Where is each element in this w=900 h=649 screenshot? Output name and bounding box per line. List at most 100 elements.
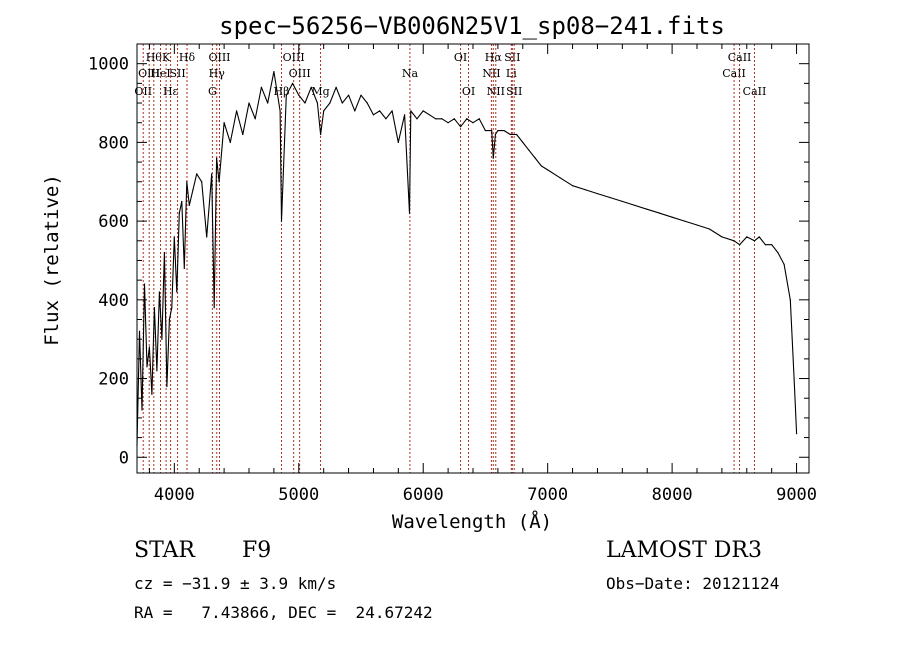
data-point-0-34 xyxy=(248,102,250,104)
data-point-0-91 xyxy=(596,192,599,195)
data-point-0-85 xyxy=(534,157,536,159)
data-point-0-20 xyxy=(186,181,188,183)
data-point-0-48 xyxy=(323,110,325,112)
line-label-5: Hε xyxy=(163,85,179,98)
data-point-0-44 xyxy=(304,102,306,104)
line-label-26: CaII xyxy=(743,85,767,98)
data-point-0-53 xyxy=(354,110,356,112)
line-label-13: OIII xyxy=(289,67,311,80)
data-point-0-81 xyxy=(509,133,511,136)
data-point-0-27 xyxy=(213,307,215,309)
line-label-9: Hγ xyxy=(209,67,226,80)
line-label-7: Hδ xyxy=(179,51,196,64)
data-point-0-103 xyxy=(738,244,741,246)
data-point-0-17 xyxy=(178,212,180,214)
data-point-0-109 xyxy=(777,251,779,254)
chart-title: spec−56256−VB006N25V1_sp08−241.fits xyxy=(219,12,725,40)
data-point-0-4 xyxy=(146,366,148,368)
data-point-0-39 xyxy=(279,110,281,112)
y-axis-label: Flux (relative) xyxy=(41,174,63,346)
data-point-0-24 xyxy=(201,181,203,183)
data-point-0-12 xyxy=(166,385,168,388)
x-tick-label-1: 5000 xyxy=(278,485,319,505)
line-label-1: OIII xyxy=(138,67,160,80)
data-point-0-100 xyxy=(708,228,711,230)
data-point-0-105 xyxy=(753,240,756,242)
data-point-0-113 xyxy=(795,433,798,435)
data-point-0-19 xyxy=(183,267,185,269)
y-tick-label-3: 600 xyxy=(98,212,129,232)
data-point-0-47 xyxy=(319,133,322,136)
data-point-0-10 xyxy=(161,338,163,340)
data-point-0-32 xyxy=(235,110,238,112)
line-label-8: G xyxy=(208,85,217,98)
x-axis-label: Wavelength (Å) xyxy=(392,510,552,533)
line-label-6: SII xyxy=(169,67,185,80)
data-point-0-74 xyxy=(478,118,480,120)
y-tick-label-5: 1000 xyxy=(88,55,129,75)
data-point-0-25 xyxy=(206,236,208,238)
data-point-0-75 xyxy=(484,129,487,132)
line-label-3: HeI xyxy=(150,67,170,80)
line-label-17: OI xyxy=(462,85,475,98)
line-label-22: SII xyxy=(504,51,520,64)
object-class: STAR xyxy=(134,538,195,563)
survey-name: LAMOST DR3 xyxy=(606,538,762,563)
axes: 4000 5000 6000 7000 8000 9000 0 200 400 600 800 100… xyxy=(88,44,817,505)
line-label-15: Na xyxy=(402,67,419,80)
line-label-21: Li xyxy=(506,67,517,80)
emission-line-markers: OIIOIIIHθHeIKHεSIIHδGHγOIIIHβOIIIOIIIMgN… xyxy=(134,44,766,473)
x-tick-label-5: 9000 xyxy=(776,485,817,505)
data-point-0-8 xyxy=(156,370,158,372)
data-point-0-87 xyxy=(547,169,549,171)
line-label-18: NII xyxy=(482,67,500,80)
line-label-0: OII xyxy=(134,85,152,98)
data-point-0-16 xyxy=(176,291,178,293)
data-point-0-77 xyxy=(492,157,494,159)
data-point-0-67 xyxy=(435,118,437,120)
x-tick-label-2: 6000 xyxy=(403,485,444,505)
y-tick-label-1: 200 xyxy=(98,370,129,390)
data-point-0-106 xyxy=(758,236,760,238)
data-point-0-2 xyxy=(141,409,143,411)
data-point-0-33 xyxy=(242,133,244,136)
data-point-0-22 xyxy=(192,189,194,191)
object-subclass: F9 xyxy=(242,538,272,563)
data-point-0-64 xyxy=(416,118,418,120)
data-point-0-3 xyxy=(143,283,146,285)
line-label-16: OI xyxy=(454,51,467,64)
data-point-0-46 xyxy=(316,102,319,104)
data-point-0-6 xyxy=(151,393,153,395)
data-point-0-70 xyxy=(453,118,455,120)
data-point-0-49 xyxy=(329,102,331,104)
data-point-0-60 xyxy=(397,141,399,143)
data-point-0-36 xyxy=(260,86,263,88)
y-tick-label-4: 800 xyxy=(98,133,129,153)
data-point-0-99 xyxy=(696,224,698,226)
data-point-0-108 xyxy=(771,244,773,246)
data-point-0-83 xyxy=(522,141,524,143)
data-point-0-38 xyxy=(273,70,275,73)
data-point-0-98 xyxy=(683,220,686,222)
data-point-0-43 xyxy=(298,94,300,96)
data-point-0-78 xyxy=(494,133,496,136)
data-point-0-5 xyxy=(148,346,151,348)
data-point-0-90 xyxy=(584,189,586,191)
data-point-0-14 xyxy=(171,307,173,309)
data-point-0-92 xyxy=(609,196,611,199)
data-point-0-80 xyxy=(503,129,505,132)
data-point-0-45 xyxy=(310,86,312,88)
data-point-0-56 xyxy=(372,114,375,116)
line-label-25: CaII xyxy=(728,51,752,64)
data-point-0-50 xyxy=(335,86,337,88)
data-point-0-76 xyxy=(491,129,493,132)
data-point-0-23 xyxy=(196,173,198,175)
data-point-0-72 xyxy=(466,118,468,120)
data-point-0-31 xyxy=(229,141,231,143)
data-point-0-101 xyxy=(721,236,723,238)
data-point-0-107 xyxy=(764,244,767,246)
data-point-0-89 xyxy=(571,185,574,187)
data-point-0-35 xyxy=(254,118,256,120)
data-point-0-94 xyxy=(634,204,636,206)
